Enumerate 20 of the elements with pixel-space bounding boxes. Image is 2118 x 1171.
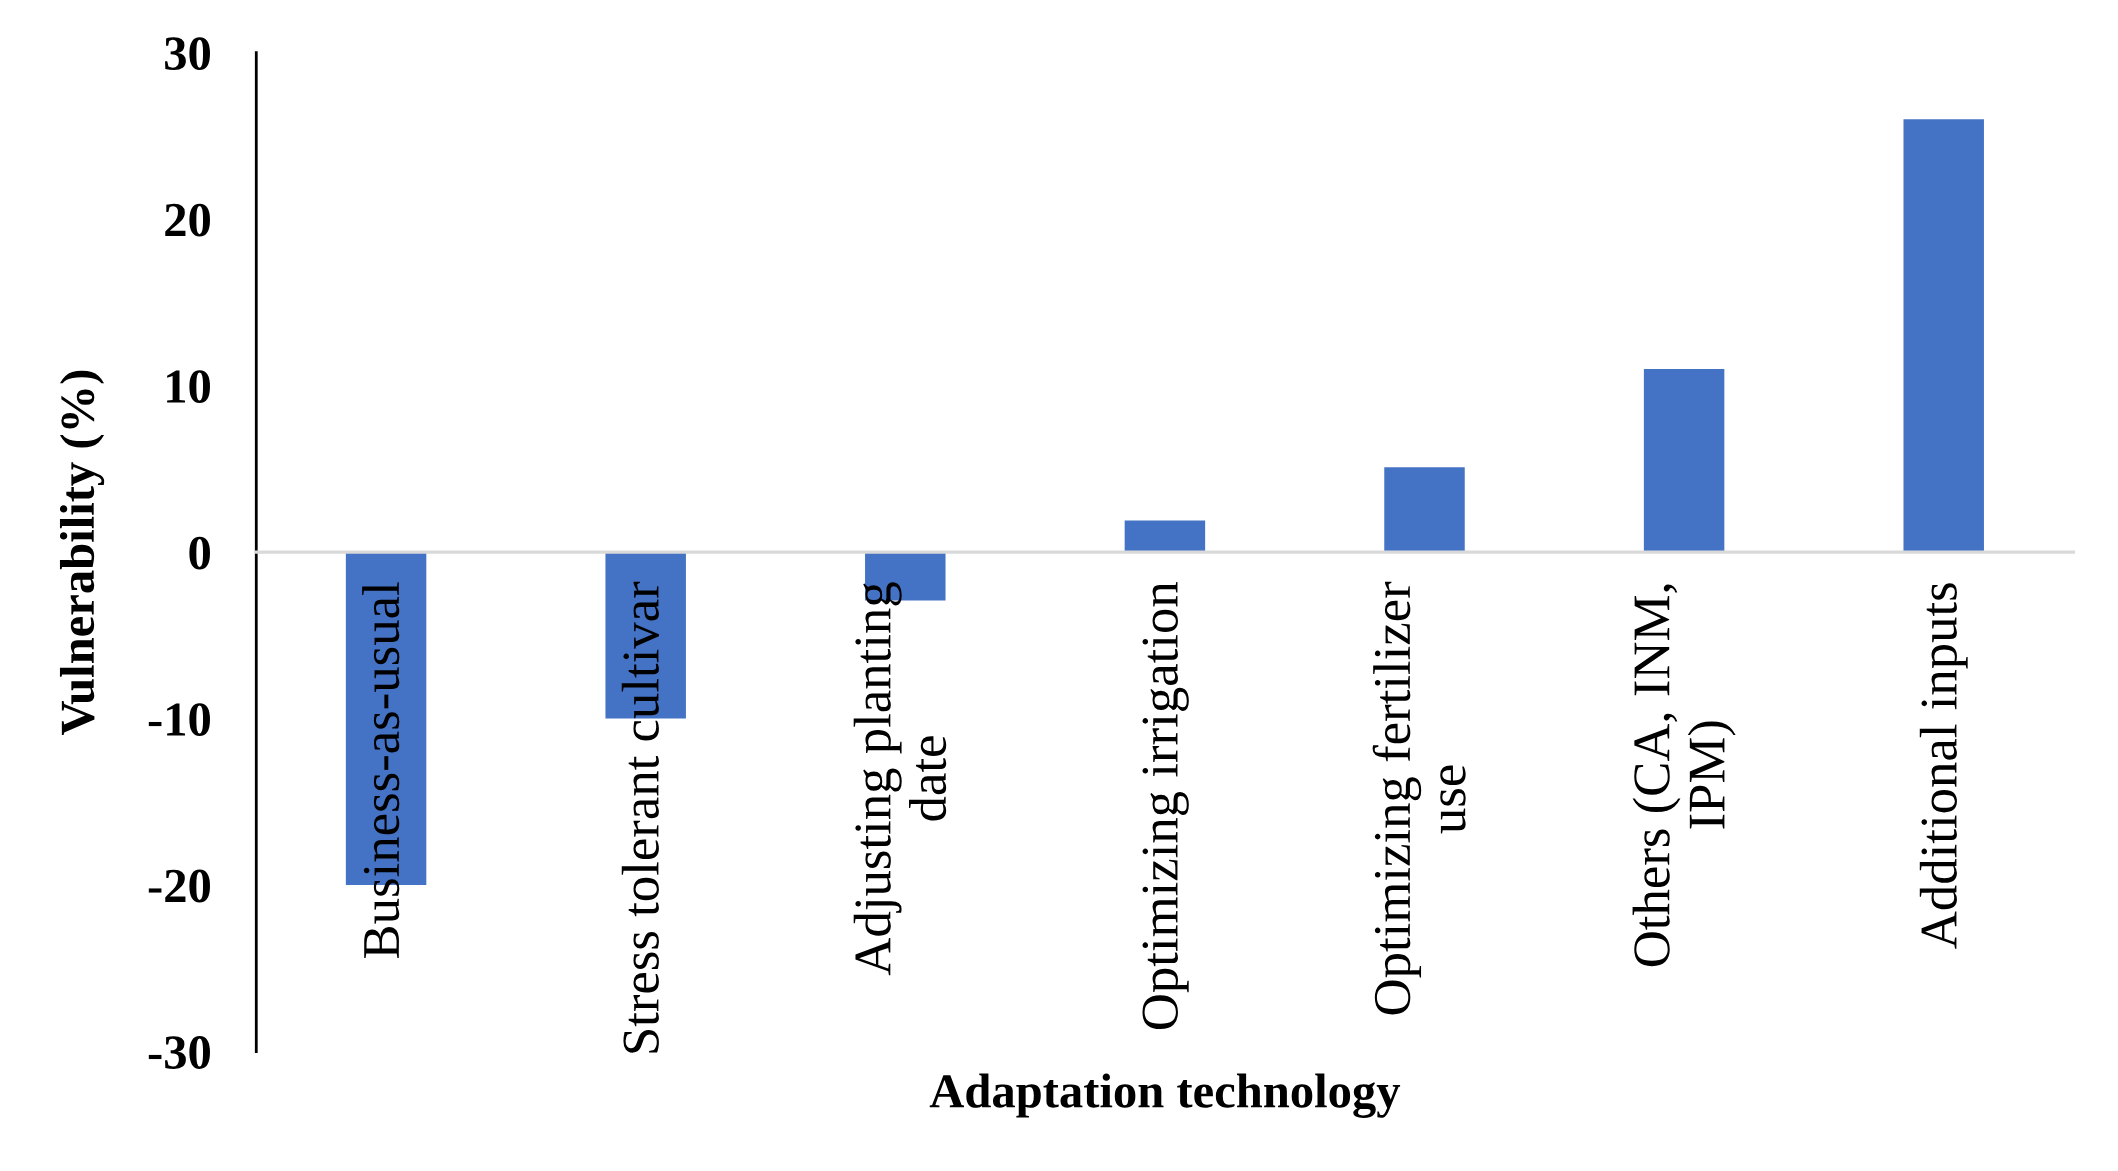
y-tick-label: -30 (148, 1036, 210, 1069)
x-tick-label: Optimizing irrigation (1142, 582, 1189, 1030)
x-tick-label: Others (CA, INM, IPM) (1632, 584, 1736, 967)
y-tick-label: 20 (165, 203, 210, 237)
y-tick-label: 10 (167, 370, 210, 403)
y-tick-label: 0 (189, 536, 210, 570)
bar (1384, 467, 1465, 553)
bar (1124, 520, 1206, 553)
x-tick-label: Optimizing fertilizer use (1372, 581, 1466, 1015)
y-tick-label: -10 (148, 703, 210, 736)
x-axis-title: Adaptation technology (929, 1073, 1401, 1118)
y-tick-label: 30 (165, 37, 210, 71)
bar (1643, 369, 1725, 553)
x-tick-label: Additional inputs (1919, 583, 1968, 949)
x-tick-label: Stress tolerant cultivar (621, 581, 659, 1053)
y-axis-title: Vulnerability (%) (59, 370, 105, 736)
x-tick-label: Business-as-usual (362, 582, 400, 958)
y-tick-label: -20 (148, 869, 210, 903)
bar (1903, 119, 1984, 553)
x-tick-label: Adjusting planting date (853, 582, 947, 976)
